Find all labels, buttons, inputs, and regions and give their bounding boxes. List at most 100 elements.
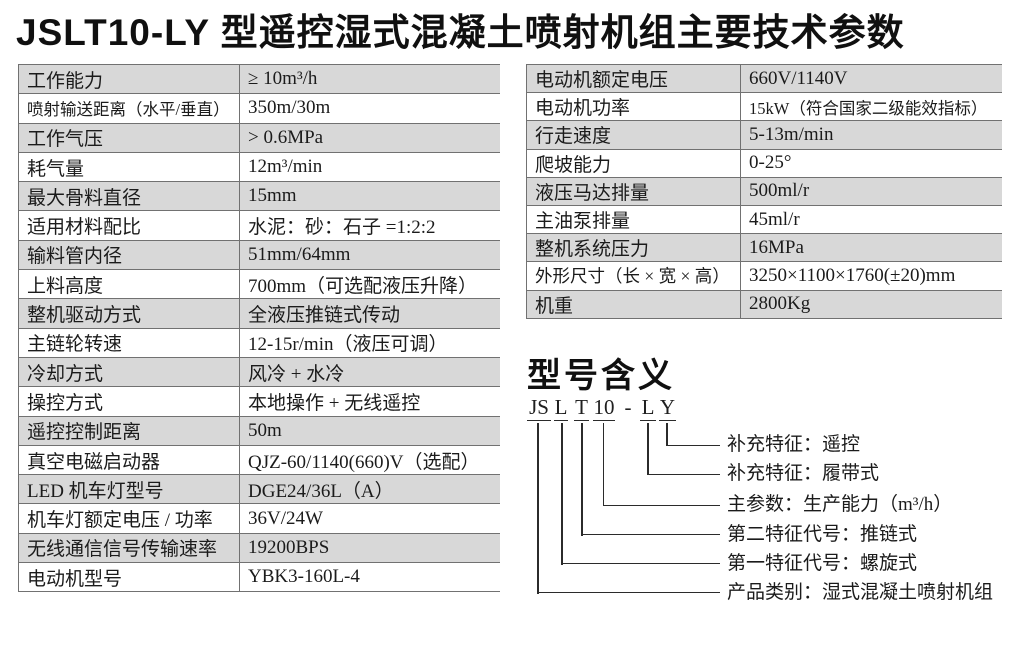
model-code-part: Y xyxy=(659,395,676,421)
spec-label: 整机驱动方式 xyxy=(18,298,240,329)
spec-label: 电动机功率 xyxy=(526,92,741,121)
spec-label: 整机系统压力 xyxy=(526,233,741,262)
model-code-part: T xyxy=(574,395,589,421)
table-row: 电动机型号 YBK3-160L-4 xyxy=(18,562,500,592)
spec-label: 机车灯额定电压 / 功率 xyxy=(18,503,240,534)
legend-label: 第一特征代号：螺旋式 xyxy=(727,553,918,574)
spec-value: 15mm xyxy=(248,185,297,207)
spec-value: YBK3-160L-4 xyxy=(248,566,360,588)
model-code-part: L xyxy=(640,395,656,421)
spec-value: 500ml/r xyxy=(749,180,810,202)
spec-label: 真空电磁启动器 xyxy=(18,445,240,475)
connector-line xyxy=(602,504,720,507)
legend-label: 补充特征：遥控 xyxy=(727,434,861,455)
right-spec-table: 电动机额定电压 660V/1140V 电动机功率 15kW（符合国家二级能效指标） … xyxy=(526,64,1002,319)
table-row: 遥控控制距离 50m xyxy=(18,416,500,446)
spec-value: ≥ 10m³/h xyxy=(248,68,318,90)
spec-label: 冷却方式 xyxy=(18,357,240,387)
table-row: 上料高度 700mm（可选配液压升降） xyxy=(18,269,500,299)
table-row: 外形尺寸（长 × 宽 × 高） 3250×1100×1760(±20)mm xyxy=(526,261,1002,290)
spec-value: 0-25° xyxy=(749,152,792,174)
spec-label: 操控方式 xyxy=(18,386,240,417)
spec-value: 3250×1100×1760(±20)mm xyxy=(749,264,956,286)
connector-line xyxy=(647,423,649,475)
spec-label: 外形尺寸（长 × 宽 × 高） xyxy=(526,261,741,290)
legend-label: 补充特征：履带式 xyxy=(727,463,880,484)
legend-label: 主参数：生产能力（m³/h） xyxy=(727,494,953,515)
spec-label: 主链轮转速 xyxy=(18,328,240,358)
spec-value: 12m³/min xyxy=(248,156,323,178)
spec-label: 输料管内径 xyxy=(18,240,240,270)
table-row: 电动机功率 15kW（符合国家二级能效指标） xyxy=(526,92,1002,121)
table-row: 操控方式 本地操作 + 无线遥控 xyxy=(18,386,500,417)
spec-label: 喷射输送距离（水平/垂直） xyxy=(18,93,240,124)
spec-label: 上料高度 xyxy=(18,269,240,299)
spec-label: 工作气压 xyxy=(18,123,240,153)
connector-line xyxy=(561,423,563,565)
table-row: 最大骨料直径 15mm xyxy=(18,181,500,211)
spec-label: 遥控控制距离 xyxy=(18,416,240,446)
table-row: 爬坡能力 0-25° xyxy=(526,149,1002,178)
connector-line xyxy=(666,444,720,447)
spec-label: 行走速度 xyxy=(526,120,741,150)
table-row: 喷射输送距离（水平/垂直） 350m/30m xyxy=(18,93,500,124)
spec-label: 耗气量 xyxy=(18,152,240,182)
connector-line xyxy=(561,562,720,565)
spec-label: 电动机额定电压 xyxy=(526,64,741,93)
table-row: 输料管内径 51mm/64mm xyxy=(18,240,500,270)
legend-label: 产品类别：湿式混凝土喷射机组 xyxy=(727,582,994,603)
table-row: 主油泵排量 45ml/r xyxy=(526,205,1002,234)
spec-value: 350m/30m xyxy=(248,97,331,119)
connector-line xyxy=(537,591,720,594)
table-row: 机车灯额定电压 / 功率 36V/24W xyxy=(18,503,500,534)
spec-value: 36V/24W xyxy=(248,507,323,529)
table-row: 电动机额定电压 660V/1140V xyxy=(526,64,1002,93)
spec-value: QJZ-60/1140(660)V（选配） xyxy=(248,451,480,473)
spec-value: 51mm/64mm xyxy=(248,243,351,265)
spec-value: 5-13m/min xyxy=(749,123,834,145)
table-row: 整机系统压力 16MPa xyxy=(526,233,1002,262)
table-row: 耗气量 12m³/min xyxy=(18,152,500,182)
table-row: 适用材料配比 水泥：砂：石子 =1:2:2 xyxy=(18,210,500,241)
spec-label: 机重 xyxy=(526,290,741,319)
table-row: 真空电磁启动器 QJZ-60/1140(660)V（选配） xyxy=(18,445,500,475)
table-row: 行走速度 5-13m/min xyxy=(526,120,1002,150)
connector-line xyxy=(581,533,720,536)
spec-value: 700mm（可选配液压升降） xyxy=(248,275,478,297)
connector-line xyxy=(602,423,605,506)
model-code-part: L xyxy=(554,395,568,421)
spec-label: 最大骨料直径 xyxy=(18,181,240,211)
model-code-part: 10 xyxy=(593,395,615,421)
spec-value: 水泥：砂：石子 =1:2:2 xyxy=(248,217,436,239)
spec-value: 2800Kg xyxy=(749,293,811,315)
spec-label: 液压马达排量 xyxy=(526,177,741,206)
spec-value: 19200BPS xyxy=(248,536,330,558)
left-spec-table: 工作能力 ≥ 10m³/h 喷射输送距离（水平/垂直） 350m/30m 工作气压 >… xyxy=(18,64,500,593)
spec-value: 风冷 + 水冷 xyxy=(248,363,345,385)
table-row: 工作气压 > 0.6MPa xyxy=(18,123,500,153)
spec-label: 适用材料配比 xyxy=(18,210,240,241)
spec-value: 660V/1140V xyxy=(749,67,848,89)
spec-value: 12-15r/min（液压可调） xyxy=(248,334,448,356)
connector-line xyxy=(666,423,668,446)
spec-value: 本地操作 + 无线遥控 xyxy=(248,392,421,414)
spec-value: 50m xyxy=(248,419,282,441)
table-row: 冷却方式 风冷 + 水冷 xyxy=(18,357,500,387)
spec-value: 15kW（符合国家二级能效指标） xyxy=(749,98,988,118)
spec-label: LED 机车灯型号 xyxy=(18,474,240,504)
model-code-dash: - xyxy=(624,395,632,419)
spec-label: 工作能力 xyxy=(18,64,240,94)
table-row: 工作能力 ≥ 10m³/h xyxy=(18,64,500,94)
spec-value: 全液压推链式传动 xyxy=(248,305,401,327)
table-row: 无线通信信号传输速率 19200BPS xyxy=(18,533,500,563)
connector-line xyxy=(581,423,583,536)
spec-value: DGE24/36L（A） xyxy=(248,480,394,502)
table-row: 整机驱动方式 全液压推链式传动 xyxy=(18,298,500,329)
table-row: 主链轮转速 12-15r/min（液压可调） xyxy=(18,328,500,358)
spec-value: > 0.6MPa xyxy=(248,126,324,148)
spec-label: 爬坡能力 xyxy=(526,149,741,178)
model-code-part: JS xyxy=(527,395,551,421)
table-row: 液压马达排量 500ml/r xyxy=(526,177,1002,206)
spec-label: 电动机型号 xyxy=(18,562,240,592)
